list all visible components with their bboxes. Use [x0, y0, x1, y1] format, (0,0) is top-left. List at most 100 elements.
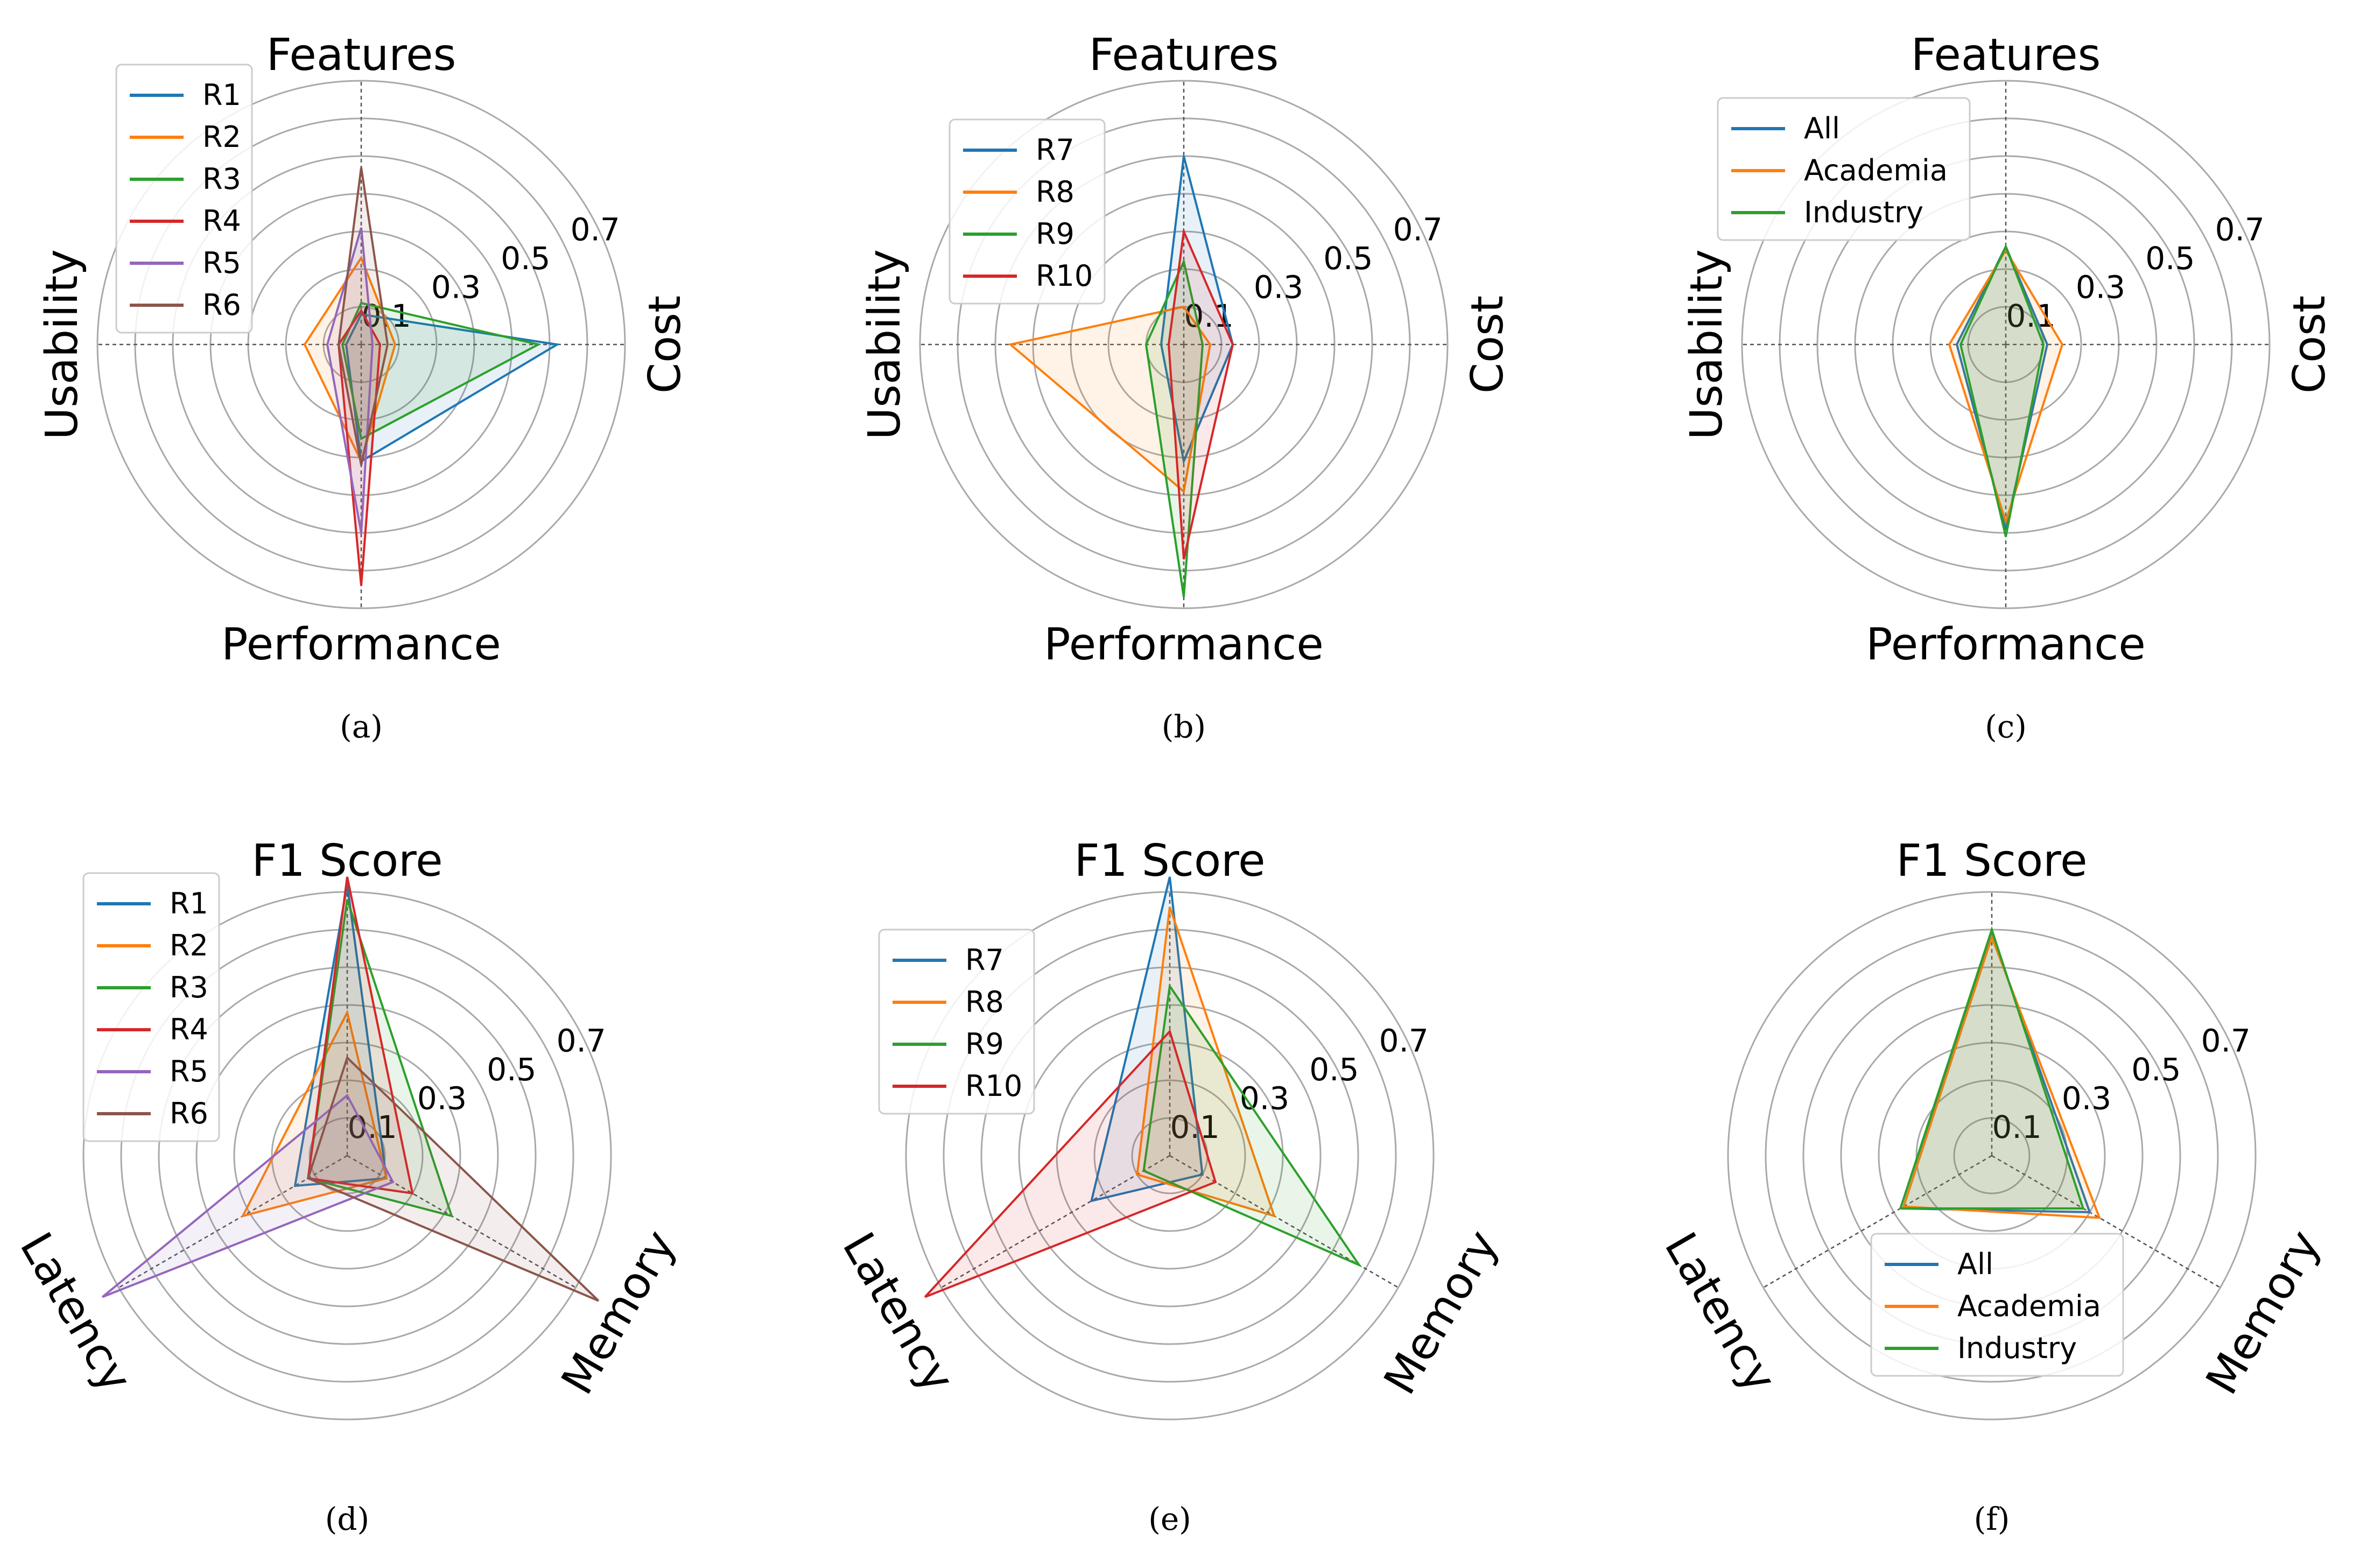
panel-caption: (b) — [1162, 708, 1206, 745]
grid-ring — [1741, 80, 2271, 609]
legend-entry-r8: R8 — [1036, 175, 1074, 209]
axis-label-memory: Memory — [1374, 1222, 1508, 1403]
axis-spoke — [941, 1155, 1170, 1289]
legend-entry-r10: R10 — [1036, 259, 1093, 293]
legend-entry-r5: R5 — [202, 246, 241, 280]
legend-entry-all: All — [1957, 1247, 1993, 1281]
series-area-r9 — [1142, 983, 1362, 1268]
series-area-r5 — [326, 227, 374, 533]
panel-caption: (e) — [1148, 1501, 1191, 1537]
legend-frame — [1717, 97, 1971, 241]
legend-entry-r3: R3 — [202, 162, 241, 196]
ring-tick-label: 0.5 — [1309, 1051, 1359, 1088]
series-area-industry — [1899, 926, 2085, 1210]
series-area-r4 — [307, 876, 414, 1195]
axis-label-latency: Latency — [832, 1224, 964, 1401]
legend-entry-r9: R9 — [965, 1027, 1004, 1061]
legend-frame — [878, 929, 1035, 1115]
grid-ring — [1929, 268, 2082, 421]
axis-label-usability: Usability — [1681, 249, 1732, 440]
legend-entry-r6: R6 — [202, 288, 241, 322]
radar-panel-c: 0.10.30.50.7FeaturesCostPerformanceUsabi… — [1681, 30, 2335, 745]
ring-tick-label: 0.3 — [2076, 269, 2125, 306]
axis-label-features: Features — [1911, 30, 2101, 81]
ring-tick-label: 0.7 — [2215, 211, 2265, 248]
axis-label-features: Features — [266, 30, 456, 81]
series-area-all — [1955, 244, 2049, 530]
legend-entry-r5: R5 — [170, 1054, 208, 1088]
grid-ring — [285, 268, 438, 421]
ring-tick-label: 0.5 — [2131, 1051, 2181, 1088]
grid-ring — [1727, 891, 2257, 1421]
axis-label-latency: Latency — [1654, 1224, 1786, 1401]
grid-ring — [980, 966, 1359, 1345]
legend-frame — [115, 64, 253, 334]
series-area-r5 — [102, 1093, 395, 1298]
axis-label-performance: Performance — [1044, 619, 1324, 670]
legend-entry-r10: R10 — [965, 1069, 1022, 1103]
legend: R1 R2 R3 R4 R5 R6 — [82, 872, 220, 1142]
axis-label-cost: Cost — [1462, 296, 1513, 393]
series-area-r7 — [1090, 876, 1204, 1203]
grid-ring — [1107, 268, 1260, 421]
legend-entry-academia: Academia — [1804, 153, 1948, 187]
ring-tick-label: 0.7 — [571, 211, 620, 248]
series-area-r2 — [241, 1009, 388, 1218]
axis-label-features: Features — [1089, 30, 1279, 81]
ring-tick-label: 0.7 — [2201, 1022, 2251, 1059]
legend-entry-r6: R6 — [170, 1096, 208, 1130]
axis-label-f1-score: F1 Score — [251, 835, 442, 887]
radar-panel-e: 0.10.30.50.7F1 ScoreMemoryLatencyR7R8R9R… — [832, 835, 1508, 1537]
axis-label-memory: Memory — [2196, 1222, 2330, 1403]
series-area-r6 — [306, 1056, 600, 1302]
panel-caption: (c) — [1985, 708, 2027, 745]
series-area-r3 — [307, 899, 454, 1218]
legend-entry-r7: R7 — [965, 943, 1004, 977]
legend-entry-r2: R2 — [202, 120, 241, 154]
axis-label-f1-score: F1 Score — [1074, 835, 1265, 887]
series-area-academia — [1902, 934, 2102, 1219]
grid-ring — [1093, 1079, 1246, 1232]
axis-spoke — [1991, 1155, 2221, 1289]
axis-label-usability: Usability — [859, 249, 910, 440]
ring-tick-label: 0.3 — [1240, 1080, 1289, 1117]
series-area-industry — [1959, 243, 2045, 537]
legend-entry-r7: R7 — [1036, 133, 1074, 167]
grid-ring — [158, 966, 537, 1345]
legend-entry-r4: R4 — [170, 1012, 208, 1046]
grid-ring — [919, 80, 1449, 609]
legend-entry-r1: R1 — [170, 887, 208, 920]
legend: R7 R8 R9 R10 — [949, 118, 1106, 305]
panel-caption: (f) — [1974, 1501, 2010, 1537]
radar-panel-b: 0.10.30.50.7FeaturesCostPerformanceUsabi… — [859, 30, 1513, 745]
legend-entry-all: All — [1804, 111, 1840, 145]
series-area-r6 — [337, 167, 389, 466]
ring-tick-label: 0.3 — [2062, 1080, 2111, 1117]
grid-ring — [96, 80, 626, 609]
ring-tick-label: 0.7 — [1393, 211, 1443, 248]
legend: R1 R2 R3 R4 R5 R6 — [115, 64, 253, 334]
legend-frame — [1870, 1233, 2124, 1377]
legend: R7 R8 R9 R10 — [878, 929, 1035, 1115]
legend-entry-r9: R9 — [1036, 217, 1074, 251]
legend-entry-r1: R1 — [202, 78, 241, 112]
legend-frame — [82, 872, 220, 1142]
axis-label-usability: Usability — [37, 249, 88, 440]
series-area-r7 — [1160, 156, 1234, 465]
axis-label-f1-score: F1 Score — [1896, 835, 2087, 887]
ring-tick-label: 0.5 — [487, 1051, 536, 1088]
legend-entry-industry: Industry — [1804, 195, 1923, 229]
radar-panel-a: 0.10.30.50.7FeaturesCostPerformanceUsabi… — [37, 30, 691, 745]
legend-entry-industry: Industry — [1957, 1331, 2077, 1365]
ring-tick-label: 0.7 — [1379, 1022, 1429, 1059]
ring-tick-label: 0.3 — [431, 269, 481, 306]
grid-ring — [905, 891, 1435, 1421]
legend-frame — [949, 118, 1106, 305]
grid-ring — [271, 1079, 424, 1232]
radar-panel-f: 0.1 0.3 0.5 0.7 F1 Score Memory Latency All Acad… — [1654, 835, 2330, 1537]
legend: All Academia Industry — [1870, 1233, 2124, 1377]
ring-tick-label: 0.3 — [1254, 269, 1303, 306]
ring-tick-label: 0.3 — [417, 1080, 467, 1117]
legend-entry-r2: R2 — [170, 929, 208, 962]
